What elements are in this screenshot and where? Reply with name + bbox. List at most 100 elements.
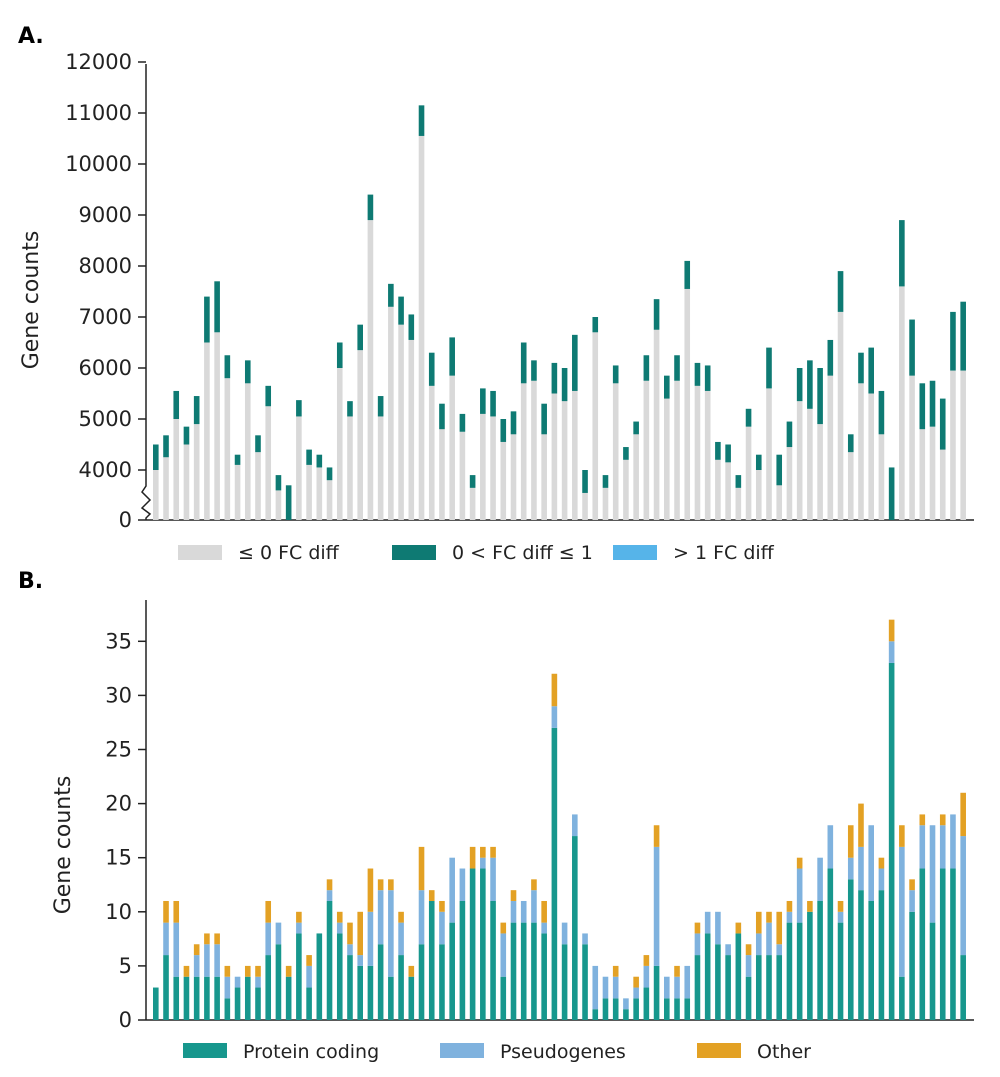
bar-segment-b — [960, 836, 966, 956]
bar-segment-b — [715, 944, 721, 1020]
legend-label-a: > 1 FC diff — [673, 542, 775, 564]
bar-segment-b — [837, 911, 844, 923]
bar-segment-a — [919, 383, 926, 430]
bar-segment-a — [296, 400, 302, 417]
bar-segment-b — [827, 868, 834, 1020]
bar-segment-a — [899, 220, 905, 287]
legend-label-a: 0 < FC diff ≤ 1 — [452, 542, 593, 564]
bar-segment-a — [745, 426, 752, 520]
bar-segment-a — [602, 487, 609, 520]
bar-segment-a — [377, 416, 384, 520]
bar-segment-b — [643, 955, 650, 966]
bar-segment-a — [398, 324, 404, 520]
y-tick-label-b: 5 — [119, 954, 132, 978]
y-tick-label-a: 5000 — [79, 407, 132, 431]
bar-segment-b — [265, 900, 272, 923]
bar-segment-a — [909, 375, 915, 520]
bar-segment-b — [193, 944, 200, 956]
bar-segment-b — [929, 922, 936, 1020]
bar-segment-b — [490, 846, 496, 858]
bar-segment-a — [878, 434, 885, 520]
bar-segment-b — [316, 933, 323, 1020]
bar-segment-b — [418, 846, 425, 891]
bar-segment-b — [939, 825, 946, 869]
y-axis-line-a — [140, 64, 152, 520]
bar-segment-b — [439, 944, 445, 1020]
bar-segment-b — [398, 911, 404, 923]
bar-segment-a — [316, 454, 323, 468]
bar-segment-b — [899, 976, 905, 1020]
bar-segment-b — [899, 825, 905, 847]
y-tick-label-a: 12000 — [65, 50, 132, 74]
bar-segment-b — [244, 965, 251, 977]
bar-segment-a — [173, 419, 180, 520]
bar-segment-b — [306, 965, 312, 988]
bar-segment-a — [633, 421, 639, 435]
bar-segment-a — [183, 426, 190, 445]
bar-segment-b — [480, 857, 486, 869]
legend-swatch-a — [178, 545, 222, 560]
bar-segment-b — [776, 955, 783, 1020]
bar-segment-b — [888, 619, 895, 642]
bar-segment-b — [367, 868, 374, 912]
bar-segment-b — [255, 965, 261, 977]
bar-segment-b — [449, 922, 455, 1020]
bar-segment-b — [326, 879, 333, 891]
y-tick-label-b: 15 — [105, 846, 132, 870]
panel-b-letter: B. — [18, 569, 43, 594]
bar-segment-a — [459, 413, 466, 432]
bar-segment-a — [275, 475, 282, 491]
bar-segment-a — [847, 452, 854, 520]
bar-segment-a — [204, 296, 210, 343]
bar-segment-b — [561, 922, 568, 945]
bar-segment-a — [643, 355, 650, 381]
bar-segment-a — [612, 383, 619, 520]
bar-segment-a — [623, 459, 629, 520]
bar-segment-b — [153, 987, 159, 1020]
bar-segment-a — [694, 362, 701, 386]
bar-segment-a — [929, 426, 936, 520]
bar-segment-b — [490, 857, 496, 901]
bar-segment-b — [909, 879, 915, 891]
bar-segment-b — [684, 998, 691, 1020]
bar-segment-a — [960, 370, 966, 520]
bar-segment-a — [807, 408, 813, 520]
bar-segment-b — [357, 965, 363, 1020]
bar-segment-b — [255, 987, 261, 1020]
panel-b-chart: 0 5 10 15 20 25 30 35 — [105, 600, 974, 1032]
bar-segment-a — [766, 347, 772, 389]
bar-segment-a — [664, 398, 670, 520]
y-tick-label-a: 4000 — [79, 458, 132, 482]
bar-segment-b — [469, 868, 476, 1020]
bar-segment-b — [878, 857, 885, 869]
bar-segment-b — [244, 976, 251, 1020]
bar-segment-a — [786, 421, 793, 448]
bar-segment-b — [694, 922, 701, 934]
bar-segment-b — [541, 900, 547, 923]
bar-segment-a — [837, 271, 844, 312]
bar-segment-a — [439, 403, 445, 430]
bar-segment-b — [888, 641, 895, 663]
bar-segment-a — [255, 435, 261, 453]
bar-segment-a — [459, 431, 466, 520]
bar-segment-b — [531, 879, 537, 891]
bar-segment-b — [490, 900, 496, 1020]
bar-segment-b — [357, 911, 363, 956]
bar-segment-b — [561, 944, 568, 1020]
bar-segment-a — [449, 375, 455, 520]
y-tick-label-b: 25 — [105, 738, 132, 762]
bar-segment-a — [173, 390, 180, 419]
bar-segment-a — [582, 470, 588, 493]
bar-segment-b — [602, 998, 609, 1020]
bar-segment-a — [561, 368, 568, 402]
bar-segment-b — [878, 868, 885, 891]
bar-segment-b — [214, 933, 220, 945]
bar-segment-a — [858, 383, 864, 520]
bar-segment-a — [776, 485, 783, 520]
bar-segment-b — [234, 976, 241, 988]
bar-segment-b — [868, 900, 874, 1020]
bar-segment-a — [510, 411, 517, 435]
bar-segment-b — [296, 911, 302, 923]
bar-segment-a — [214, 332, 220, 520]
bar-segment-b — [776, 911, 783, 945]
